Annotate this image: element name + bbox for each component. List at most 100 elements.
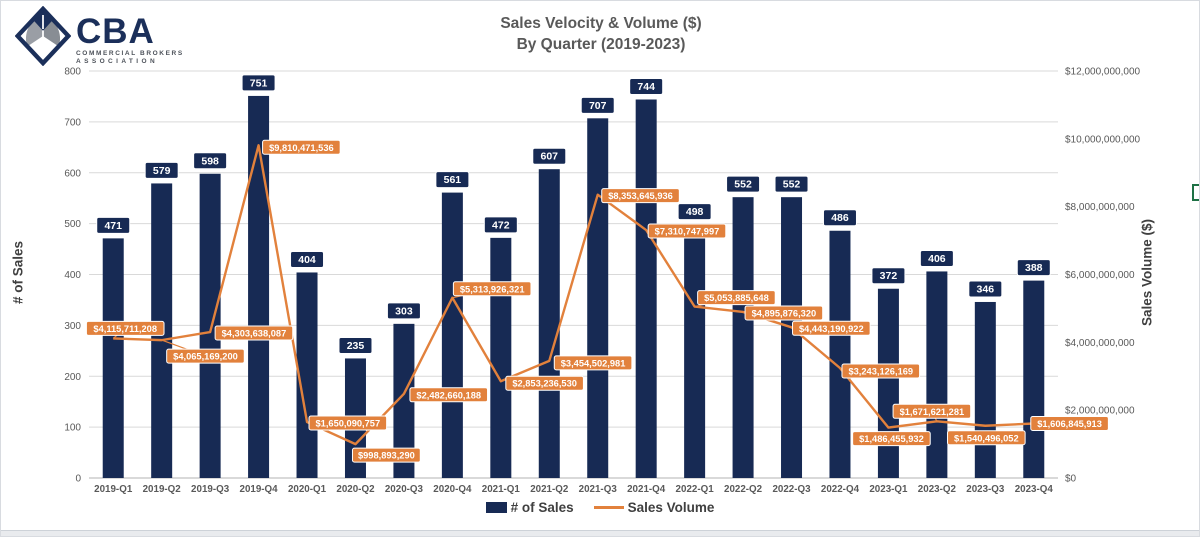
bar-value-label: 598 <box>201 155 219 167</box>
legend-item-volume: Sales Volume <box>593 500 715 515</box>
logo-acronym: CBA <box>76 12 155 51</box>
volume-data-label: $4,115,711,208 <box>93 324 157 334</box>
volume-label-box <box>744 305 824 321</box>
bar-value-label: 751 <box>250 77 268 89</box>
bar-value-label-box <box>774 175 809 193</box>
chart-title: Sales Velocity & Volume ($) By Quarter (… <box>361 13 841 55</box>
x-axis-label: 2022-Q1 <box>676 484 715 495</box>
bar-value-label-box <box>386 302 421 320</box>
volume-label-box <box>647 223 727 239</box>
sales-bar <box>441 192 463 478</box>
legend-label-volume: Sales Volume <box>627 500 715 515</box>
volume-label-box <box>553 355 633 371</box>
legend-label-sales: # of Sales <box>510 500 574 515</box>
left-axis-tick: 300 <box>64 321 81 332</box>
bar-value-label: 235 <box>347 340 365 352</box>
sales-bar <box>926 271 948 478</box>
bar-value-label-box <box>338 336 373 354</box>
volume-data-label: $1,650,090,757 <box>316 419 381 429</box>
x-axis-label: 2019-Q3 <box>191 484 230 495</box>
x-axis-label: 2019-Q4 <box>240 484 279 495</box>
right-axis-tick: $2,000,000,000 <box>1065 406 1135 417</box>
volume-label-box <box>214 325 294 341</box>
volume-data-label: $9,810,471,536 <box>269 143 334 153</box>
sales-bar <box>829 230 851 478</box>
sales-bar <box>538 169 560 478</box>
left-axis-tick: 0 <box>75 474 81 485</box>
bar-value-label-box <box>629 77 664 95</box>
x-axis-label: 2020-Q4 <box>433 484 472 495</box>
sales-bar <box>974 301 996 478</box>
bar-value-label: 561 <box>444 174 462 186</box>
volume-label-box <box>308 415 388 431</box>
sales-bar <box>1023 280 1045 478</box>
bar-series-swatch-icon <box>485 502 507 513</box>
sales-bar <box>490 237 512 478</box>
logo-tagline-2: ASSOCIATION <box>76 58 159 65</box>
x-axis-label: 2019-Q2 <box>143 484 182 495</box>
sales-bar <box>102 238 124 478</box>
bar-value-label-box <box>144 161 179 179</box>
sales-bar <box>199 173 221 478</box>
x-axis-label: 2020-Q1 <box>288 484 327 495</box>
x-axis-label: 2021-Q3 <box>579 484 618 495</box>
volume-data-label: $3,243,126,169 <box>848 367 913 377</box>
sales-bar <box>635 99 657 479</box>
chart-title-line2: By Quarter (2019-2023) <box>516 36 686 53</box>
volume-data-label: $1,486,455,932 <box>859 434 924 444</box>
volume-label-box <box>697 290 776 306</box>
x-axis-label: 2023-Q2 <box>918 484 957 495</box>
left-axis-tick: 200 <box>64 372 81 383</box>
volume-label-box <box>792 320 871 336</box>
left-axis-tick: 600 <box>64 168 81 179</box>
bar-value-label-box <box>532 147 567 165</box>
volume-data-label: $4,895,876,320 <box>752 308 817 318</box>
bar-value-label-box <box>435 171 470 189</box>
x-axis-label: 2019-Q1 <box>94 484 133 495</box>
volume-label-box <box>601 188 680 204</box>
volume-label-box <box>892 403 972 419</box>
volume-data-label: $5,313,926,321 <box>460 284 525 294</box>
x-axis-label: 2020-Q2 <box>336 484 375 495</box>
volume-label-box <box>351 447 421 463</box>
left-axis-tick: 800 <box>64 67 81 78</box>
x-axis-label: 2023-Q4 <box>1015 484 1054 495</box>
volume-label-box <box>841 363 921 379</box>
volume-data-label: $8,353,645,936 <box>608 191 673 201</box>
left-axis-tick: 700 <box>64 117 81 128</box>
bar-value-label: 406 <box>928 253 946 265</box>
volume-label-box <box>1030 416 1109 432</box>
bar-value-label: 707 <box>589 100 607 112</box>
bar-value-label: 744 <box>637 81 655 93</box>
volume-label-box <box>852 431 931 447</box>
bar-value-label-box <box>1016 259 1051 277</box>
sales-bar <box>877 288 899 478</box>
sales-bar <box>393 323 415 478</box>
right-axis-tick: $4,000,000,000 <box>1065 338 1135 349</box>
volume-data-label: $4,303,638,087 <box>222 329 287 339</box>
bar-value-label-box <box>580 96 615 114</box>
volume-data-label: $4,065,169,200 <box>173 352 238 362</box>
bar-value-label-box <box>241 74 276 92</box>
volume-label-box <box>409 387 489 403</box>
bar-value-label: 498 <box>686 206 704 218</box>
left-axis-tick: 400 <box>64 270 81 281</box>
right-axis-tick: $6,000,000,000 <box>1065 270 1135 281</box>
volume-label-box <box>85 320 165 336</box>
legend-item-sales: # of Sales <box>485 500 574 515</box>
line-series-swatch-icon <box>593 506 624 509</box>
bar-value-label-box <box>290 250 325 268</box>
volume-label-box <box>262 139 341 155</box>
bar-value-label: 404 <box>298 254 316 266</box>
bar-value-label: 472 <box>492 219 510 231</box>
left-axis-tick: 500 <box>64 219 81 230</box>
x-axis-label: 2021-Q1 <box>482 484 521 495</box>
volume-data-label: $7,310,747,997 <box>655 227 720 237</box>
right-axis-tick: $8,000,000,000 <box>1065 202 1135 213</box>
volume-data-label: $1,606,845,913 <box>1037 419 1102 429</box>
volume-label-box <box>452 281 532 297</box>
bar-value-label: 346 <box>977 283 995 295</box>
clipped-green-selection-artifact <box>1192 184 1199 201</box>
x-axis-label: 2021-Q4 <box>627 484 666 495</box>
bar-value-label: 303 <box>395 305 413 317</box>
